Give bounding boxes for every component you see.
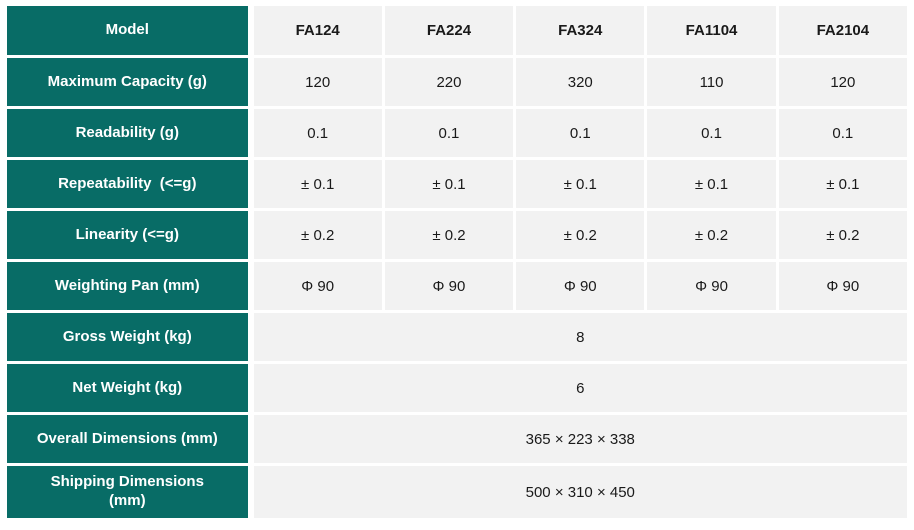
- spec-value: 0.1: [253, 109, 382, 157]
- row-label-readability: Readability (g): [7, 109, 251, 157]
- spec-value-merged: 8: [253, 313, 907, 361]
- spec-table: Model FA124 FA224 FA324 FA1104 FA2104 Ma…: [4, 3, 910, 521]
- spec-value: 110: [647, 58, 776, 106]
- spec-value: ± 0.2: [384, 211, 514, 259]
- table-row-overall-dimensions: Overall Dimensions (mm) 365 × 223 × 338: [7, 415, 907, 463]
- row-label-repeatability: Repeatability (<=g): [7, 160, 251, 208]
- spec-value: Φ 90: [384, 262, 514, 310]
- row-label-shipping-dimensions: Shipping Dimensions (mm): [7, 466, 251, 518]
- spec-value: 120: [778, 58, 907, 106]
- spec-value-merged: 365 × 223 × 338: [253, 415, 907, 463]
- row-label-maximum-capacity: Maximum Capacity (g): [7, 58, 251, 106]
- column-header-fa1104: FA1104: [647, 6, 776, 55]
- table-row-shipping-dimensions: Shipping Dimensions (mm) 500 × 310 × 450: [7, 466, 907, 518]
- spec-value: 320: [516, 58, 645, 106]
- spec-value: ± 0.1: [778, 160, 907, 208]
- spec-value: 120: [253, 58, 382, 106]
- spec-value: Φ 90: [516, 262, 645, 310]
- column-header-fa324: FA324: [516, 6, 645, 55]
- spec-value: ± 0.1: [253, 160, 382, 208]
- spec-value: Φ 90: [778, 262, 907, 310]
- spec-value: ± 0.2: [778, 211, 907, 259]
- table-row-gross-weight: Gross Weight (kg) 8: [7, 313, 907, 361]
- row-label-weighting-pan: Weighting Pan (mm): [7, 262, 251, 310]
- column-header-fa2104: FA2104: [778, 6, 907, 55]
- spec-value-merged: 500 × 310 × 450: [253, 466, 907, 518]
- table-row-weighting-pan: Weighting Pan (mm) Φ 90 Φ 90 Φ 90 Φ 90 Φ…: [7, 262, 907, 310]
- spec-value: 0.1: [384, 109, 514, 157]
- spec-value: 0.1: [778, 109, 907, 157]
- row-label-net-weight: Net Weight (kg): [7, 364, 251, 412]
- table-row-maximum-capacity: Maximum Capacity (g) 120 220 320 110 120: [7, 58, 907, 106]
- row-label-linearity: Linearity (<=g): [7, 211, 251, 259]
- spec-value: ± 0.1: [647, 160, 776, 208]
- row-label-model: Model: [7, 6, 251, 55]
- table-row-net-weight: Net Weight (kg) 6: [7, 364, 907, 412]
- spec-value: Φ 90: [253, 262, 382, 310]
- table-row-readability: Readability (g) 0.1 0.1 0.1 0.1 0.1: [7, 109, 907, 157]
- row-label-gross-weight: Gross Weight (kg): [7, 313, 251, 361]
- spec-value: 220: [384, 58, 514, 106]
- spec-value: Φ 90: [647, 262, 776, 310]
- column-header-fa124: FA124: [253, 6, 382, 55]
- table-row-repeatability: Repeatability (<=g) ± 0.1 ± 0.1 ± 0.1 ± …: [7, 160, 907, 208]
- spec-value: ± 0.2: [647, 211, 776, 259]
- spec-value: ± 0.1: [516, 160, 645, 208]
- spec-value: ± 0.2: [253, 211, 382, 259]
- spec-value: 0.1: [647, 109, 776, 157]
- row-label-overall-dimensions: Overall Dimensions (mm): [7, 415, 251, 463]
- spec-value: ± 0.2: [516, 211, 645, 259]
- spec-value-merged: 6: [253, 364, 907, 412]
- column-header-fa224: FA224: [384, 6, 514, 55]
- spec-value: 0.1: [516, 109, 645, 157]
- spec-value: ± 0.1: [384, 160, 514, 208]
- table-row-linearity: Linearity (<=g) ± 0.2 ± 0.2 ± 0.2 ± 0.2 …: [7, 211, 907, 259]
- table-row-header: Model FA124 FA224 FA324 FA1104 FA2104: [7, 6, 907, 55]
